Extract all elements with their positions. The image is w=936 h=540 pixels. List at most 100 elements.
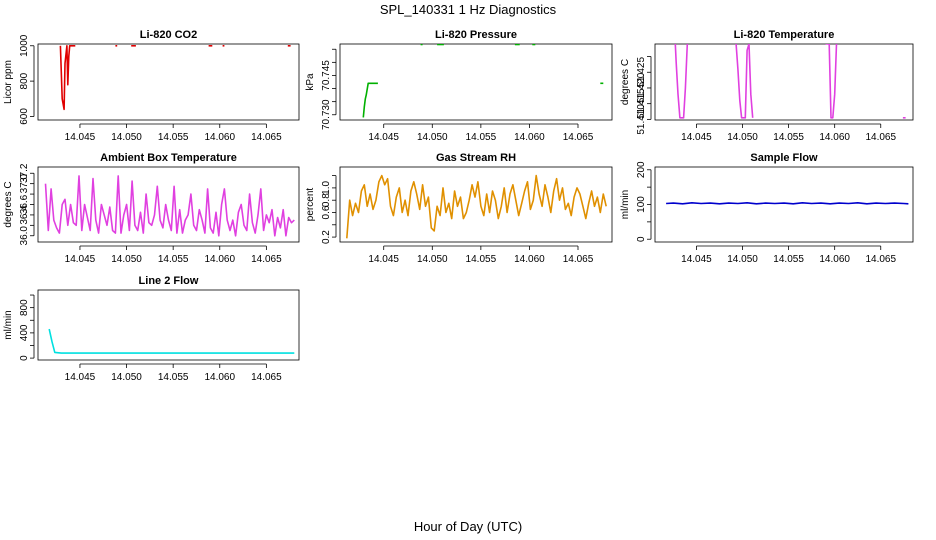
plot-frame: [654, 166, 914, 243]
figure-title: SPL_140331 1 Hz Diagnostics: [380, 2, 557, 17]
panel-1: Li-820 CO2 14.045 14.050 14.055 14.060 14.065…: [3, 29, 300, 143]
panel-2: Li-820 Pressure 14.045 14.050 14.055 14.060 1…: [305, 29, 613, 143]
x-tick-label: 14.050: [727, 132, 758, 143]
x-tick-label: 14.055: [466, 254, 497, 265]
y-tick-label: 1.0: [321, 181, 332, 195]
y-tick-label: 51.425: [636, 57, 647, 88]
series-group: [346, 174, 607, 239]
x-tick-label: 14.050: [727, 254, 758, 265]
y-tick-label: 51.410: [636, 104, 647, 135]
plot-frame: [654, 43, 914, 121]
y-axis-label: kPa: [305, 73, 316, 91]
x-tick-label: 14.050: [111, 132, 142, 143]
plot-frame: [339, 166, 613, 243]
series-group: [362, 44, 604, 118]
panel-title: Li-820 CO2: [140, 29, 197, 41]
panels: Li-820 CO2 14.045 14.050 14.055 14.060 14.065…: [3, 29, 914, 383]
x-tick-label: 14.060: [514, 254, 545, 265]
series-line: [362, 82, 378, 118]
y-tick-label: 0.2: [321, 230, 332, 244]
x-tick-label: 14.065: [251, 254, 282, 265]
y-tick-label: 70.745: [321, 60, 332, 91]
y-tick-label: 0: [636, 236, 647, 242]
y-axis-label: ml/min: [620, 190, 631, 219]
x-tick-label: 14.055: [773, 254, 804, 265]
plot-frame: [37, 43, 300, 121]
panel-title: Gas Stream RH: [436, 152, 516, 164]
panel-5: Gas Stream RH 14.045 14.050 14.055 14.060 14.…: [305, 152, 613, 265]
panel-3: Li-820 Temperature 14.045 14.050 14.055 14.0…: [620, 29, 914, 143]
x-tick-label: 14.060: [514, 132, 545, 143]
series-group: [59, 44, 291, 111]
x-tick-label: 14.045: [368, 254, 399, 265]
panel-title: Li-820 Temperature: [734, 29, 835, 41]
y-tick-label: 0: [19, 355, 30, 361]
y-axis-label: degrees C: [620, 59, 631, 105]
x-tick-label: 14.045: [65, 132, 96, 143]
series-group: [48, 328, 295, 354]
x-tick-label: 14.060: [819, 132, 850, 143]
x-tick-label: 14.045: [681, 254, 712, 265]
series-group: [666, 202, 909, 205]
y-axis-label: Licor ppm: [3, 60, 14, 104]
x-tick-label: 14.055: [158, 132, 189, 143]
y-tick-label: 37.0: [19, 173, 30, 193]
y-tick-label: 36.6: [19, 194, 30, 214]
x-tick-label: 14.065: [563, 132, 594, 143]
series-group: [674, 44, 906, 119]
y-tick-label: 0.8: [321, 193, 332, 207]
y-tick-label: 51.415: [636, 88, 647, 119]
x-tick-label: 14.055: [158, 372, 189, 383]
series-line: [666, 202, 909, 205]
plot-frame: [37, 166, 300, 243]
series-line: [44, 175, 295, 237]
panel-title: Ambient Box Temperature: [100, 152, 237, 164]
y-axis-label: percent: [305, 188, 316, 222]
y-tick-label: 36.0: [19, 226, 30, 246]
panel-title: Sample Flow: [750, 152, 818, 164]
series-line: [825, 44, 838, 119]
y-axis-label: ml/min: [3, 310, 14, 339]
x-tick-label: 14.050: [417, 132, 448, 143]
x-tick-label: 14.055: [158, 254, 189, 265]
x-tick-label: 14.045: [65, 372, 96, 383]
panel-title: Li-820 Pressure: [435, 29, 517, 41]
y-axis-label: degrees C: [3, 181, 14, 227]
x-tick-label: 14.060: [819, 254, 850, 265]
y-tick-label: 0.6: [321, 205, 332, 219]
x-tick-label: 14.045: [368, 132, 399, 143]
x-tick-label: 14.065: [251, 132, 282, 143]
y-tick-label: 1000: [19, 34, 30, 57]
y-tick-label: 37.2: [19, 163, 30, 183]
series-line: [59, 44, 76, 111]
y-tick-label: 200: [636, 161, 647, 178]
series-line: [48, 328, 295, 354]
plot-frame: [339, 43, 613, 121]
x-tick-label: 14.060: [204, 132, 235, 143]
x-tick-label: 14.065: [865, 132, 896, 143]
x-tick-label: 14.060: [204, 254, 235, 265]
x-tick-label: 14.065: [563, 254, 594, 265]
x-tick-label: 14.045: [65, 254, 96, 265]
y-tick-label: 70.730: [321, 99, 332, 130]
y-tick-label: 51.420: [636, 72, 647, 103]
y-tick-label: 800: [19, 72, 30, 89]
panel-7: Line 2 Flow 14.045 14.050 14.055 14.060 14.06…: [3, 275, 300, 383]
y-tick-label: 36.4: [19, 205, 30, 225]
series-line: [674, 44, 689, 119]
panel-4: Ambient Box Temperature 14.045 14.050 14.05…: [3, 152, 300, 265]
plot-frame: [37, 289, 300, 361]
x-tick-label: 14.050: [111, 372, 142, 383]
y-tick-label: 100: [636, 196, 647, 213]
x-tick-label: 14.055: [466, 132, 497, 143]
x-tick-label: 14.045: [681, 132, 712, 143]
x-tick-label: 14.050: [111, 254, 142, 265]
x-tick-label: 14.065: [251, 372, 282, 383]
y-tick-label: 800: [19, 299, 30, 316]
x-tick-label: 14.055: [773, 132, 804, 143]
y-tick-label: 400: [19, 324, 30, 341]
figure-xlabel: Hour of Day (UTC): [414, 519, 522, 534]
y-tick-label: 600: [19, 108, 30, 125]
series-group: [44, 175, 295, 237]
